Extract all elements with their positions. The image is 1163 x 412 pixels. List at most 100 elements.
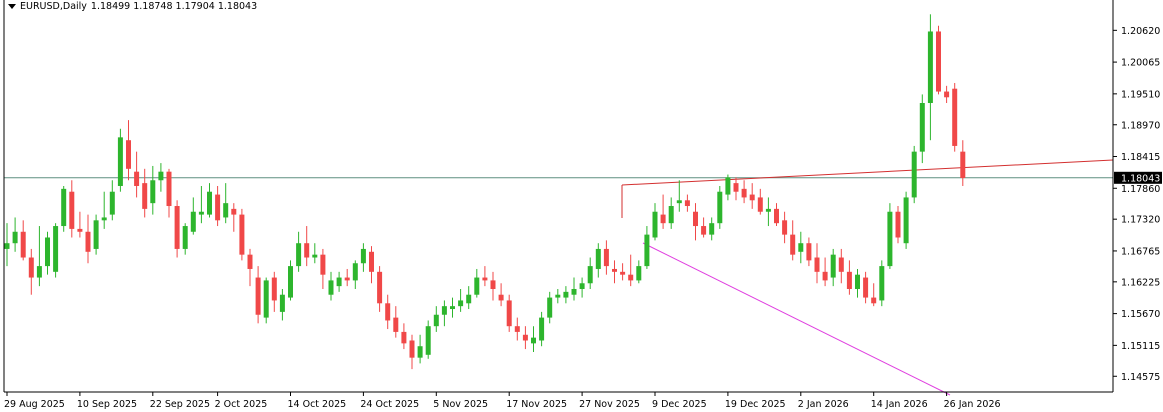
candle-body <box>571 288 577 295</box>
candle <box>207 183 212 218</box>
candle-body <box>887 211 893 267</box>
y-tick-label: 1.17860 <box>1121 184 1160 195</box>
candle <box>927 14 933 141</box>
candle-body <box>927 31 933 104</box>
candle <box>741 180 747 204</box>
x-tick-label: 2 Oct 2025 <box>215 399 268 410</box>
current-price-label: 1.18043 <box>1121 173 1160 184</box>
candle <box>782 211 788 244</box>
candle-body <box>85 231 91 252</box>
candle <box>822 257 828 287</box>
candle-body <box>506 300 512 327</box>
candle-body <box>911 151 917 198</box>
candle <box>255 266 261 324</box>
candle-body <box>93 220 99 249</box>
candle-body <box>531 337 536 344</box>
candle <box>960 140 966 186</box>
candle <box>838 248 844 284</box>
candle-body <box>417 346 423 358</box>
candle-body <box>279 294 285 312</box>
candle-body <box>450 306 455 310</box>
y-tick-label: 1.17320 <box>1121 215 1160 226</box>
candle-body <box>603 248 609 267</box>
candle-body <box>660 214 666 224</box>
x-tick-label: 5 Nov 2025 <box>433 399 488 410</box>
y-tick-label: 1.16225 <box>1121 277 1160 288</box>
candle-body <box>231 208 237 215</box>
candle <box>198 185 204 224</box>
x-tick-label: 24 Oct 2025 <box>360 399 419 410</box>
candle <box>555 288 561 304</box>
candle <box>919 94 925 164</box>
candle-body <box>255 277 261 315</box>
y-tick-label: 1.18415 <box>1121 152 1160 163</box>
candle <box>693 203 698 241</box>
candle-body <box>798 243 804 252</box>
candle-body <box>814 257 820 272</box>
candle <box>595 243 601 278</box>
candle <box>717 185 723 229</box>
candle <box>458 288 464 312</box>
candle-body <box>28 257 34 278</box>
candle-body <box>822 271 828 281</box>
y-tick-label: 1.19510 <box>1121 89 1160 100</box>
candle <box>895 206 901 244</box>
candle <box>425 320 431 359</box>
candle-body <box>709 223 715 235</box>
candle-body <box>717 191 723 224</box>
candle-body <box>4 243 10 249</box>
y-tick-label: 1.14575 <box>1121 372 1160 383</box>
candle <box>709 217 715 241</box>
x-tick-label: 27 Nov 2025 <box>579 399 640 410</box>
candle-body <box>458 300 464 307</box>
x-tick-label: 14 Jan 2026 <box>871 399 928 410</box>
candle-body <box>952 88 958 146</box>
candle-body <box>895 211 901 238</box>
candle <box>539 311 545 347</box>
candle-body <box>620 271 626 275</box>
x-tick-label: 22 Sep 2025 <box>150 399 210 410</box>
candle <box>644 226 650 269</box>
candle <box>547 291 553 324</box>
candle <box>814 243 820 284</box>
candle-body <box>336 277 342 287</box>
candle <box>279 288 285 321</box>
candle <box>36 226 42 287</box>
x-tick-label: 9 Dec 2025 <box>652 399 707 410</box>
candle <box>296 231 302 272</box>
y-tick-label: 1.16765 <box>1121 246 1160 257</box>
x-tick-label: 2 Jan 2026 <box>798 399 849 410</box>
candle-body <box>741 188 747 198</box>
current-price-tag <box>1114 171 1162 184</box>
candle <box>506 294 512 332</box>
candle-body <box>644 234 650 267</box>
candle-body <box>563 291 569 298</box>
candle-body <box>855 274 860 289</box>
candle <box>263 277 269 324</box>
candle <box>620 263 626 281</box>
candle-body <box>385 303 391 321</box>
candle <box>806 237 812 267</box>
resistance-trendline[interactable] <box>621 159 1114 186</box>
support-trendline[interactable] <box>642 242 951 396</box>
candle <box>288 260 293 301</box>
candle <box>846 260 852 295</box>
caret-down-icon[interactable] <box>8 3 16 9</box>
y-tick-label: 1.15115 <box>1121 341 1160 352</box>
candle-body <box>466 294 472 304</box>
candle <box>126 120 131 181</box>
candle-body <box>166 171 172 207</box>
candle <box>360 243 366 272</box>
candle-body <box>936 31 941 92</box>
candle <box>701 217 707 238</box>
candle <box>312 243 318 264</box>
candle <box>587 257 593 289</box>
candle <box>117 128 123 192</box>
candle <box>174 200 180 258</box>
candle <box>684 194 690 212</box>
candle <box>190 197 196 235</box>
candle-body <box>296 243 302 267</box>
candle-body <box>879 266 885 301</box>
